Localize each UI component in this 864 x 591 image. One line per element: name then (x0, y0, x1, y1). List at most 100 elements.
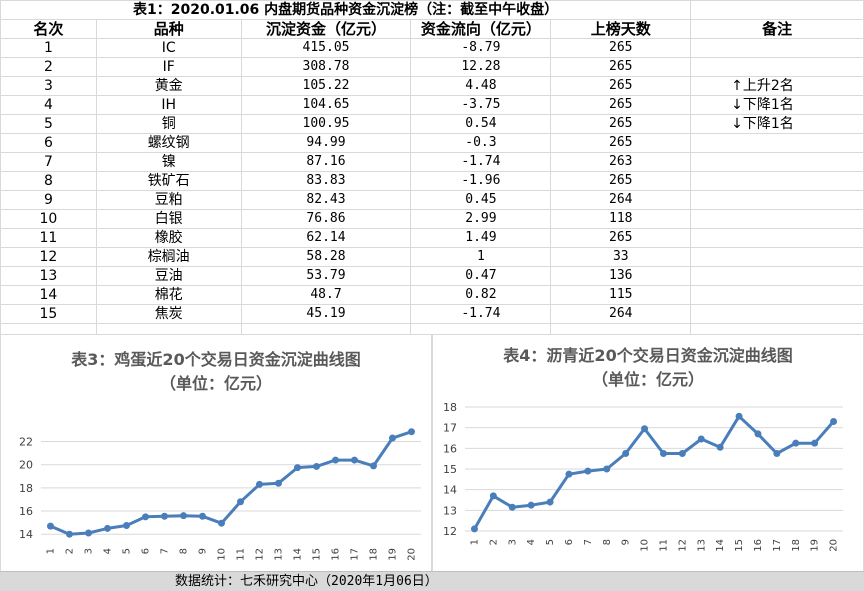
cell-rank: 1 (0, 38, 97, 58)
cell-note (690, 247, 864, 267)
x-tick-label: 1 (469, 539, 480, 545)
cell-name: 铁矿石 (95, 171, 242, 191)
x-tick-label: 15 (312, 548, 323, 561)
cell-note: ↑上升2名 (690, 76, 864, 96)
cell-rank: 4 (0, 95, 97, 115)
chart-subtitle: （单位：亿元） (592, 370, 704, 389)
cell-days: 33 (550, 247, 692, 267)
table-title: 表1：2020.01.06 内盘期货品种资金沉淀榜（注：截至中午收盘） (0, 0, 692, 20)
data-point (332, 456, 339, 464)
cell-days: 264 (550, 190, 692, 210)
x-tick-label: 18 (791, 539, 802, 552)
cell-note (690, 57, 864, 77)
data-point (66, 530, 73, 538)
cell-note: ↓下降1名 (690, 95, 864, 115)
x-tick-label: 6 (141, 548, 152, 554)
header-flow: 资金流向（亿元） (410, 19, 552, 39)
table-row: 11 橡胶 62.14 1.49 265 (0, 228, 864, 248)
cell-amount: 76.86 (240, 209, 412, 229)
cell-days: 263 (550, 152, 692, 172)
data-point (47, 522, 54, 530)
table-row: 6 螺纹钢 94.99 -0.3 265 (0, 133, 864, 153)
cell-rank: 14 (0, 285, 97, 305)
data-point (622, 450, 630, 457)
data-point (830, 417, 838, 425)
data-point (565, 470, 573, 478)
x-tick-label: 12 (677, 539, 688, 552)
x-tick-label: 11 (236, 548, 247, 561)
x-tick-label: 13 (274, 548, 285, 561)
cell-rank: 9 (0, 190, 97, 210)
data-point (275, 479, 282, 487)
header-amount: 沉淀资金（亿元） (240, 19, 412, 39)
x-tick-label: 5 (122, 548, 133, 554)
cell-name: IC (95, 38, 242, 58)
series-line (49, 430, 412, 536)
cell-days: 265 (550, 114, 692, 134)
cell-amount: 83.83 (240, 171, 412, 191)
data-point (389, 434, 396, 442)
cell-amount: 105.22 (240, 76, 412, 96)
y-tick-label: 18 (443, 401, 457, 414)
table-title-row: 表1：2020.01.06 内盘期货品种资金沉淀榜（注：截至中午收盘） (0, 0, 864, 20)
asphalt-capital-chart: 表4：沥青近20个交易日资金沉淀曲线图 （单位：亿元） 12 13 14 15 16 17 18… (432, 334, 864, 572)
y-tick-label: 15 (443, 463, 457, 476)
x-tick-label: 2 (65, 548, 76, 554)
cell-flow: 1 (410, 247, 552, 267)
cell-days: 265 (550, 38, 692, 58)
x-tick-label: 3 (507, 539, 518, 545)
x-tick-label: 4 (103, 548, 114, 554)
cell-amount: 58.28 (240, 247, 412, 267)
table-row: 3 黄金 105.22 4.48 265 ↑上升2名 (0, 76, 864, 96)
data-point (256, 480, 263, 488)
cell-flow: 0.82 (410, 285, 552, 305)
x-tick-label: 20 (407, 548, 418, 561)
cell-flow: -3.75 (410, 95, 552, 115)
x-tick-label: 17 (772, 539, 783, 552)
data-point (735, 412, 743, 420)
cell-amount: 104.65 (240, 95, 412, 115)
cell-amount: 82.43 (240, 190, 412, 210)
header-note: 备注 (690, 19, 864, 39)
cell-note (690, 228, 864, 248)
cell-name: 白银 (95, 209, 242, 229)
footer-source: 数据统计：七禾研究中心（2020年1月06日） (175, 574, 438, 589)
x-tick-label: 10 (640, 539, 651, 552)
cell-note (690, 266, 864, 286)
cell-flow: 2.99 (410, 209, 552, 229)
x-tick-label: 3 (84, 548, 95, 554)
header-days: 上榜天数 (550, 19, 692, 39)
cell-note (690, 133, 864, 153)
x-tick-label: 5 (545, 539, 556, 545)
y-tick-label: 20 (19, 459, 33, 472)
x-tick-label: 19 (388, 548, 399, 561)
x-tick-label: 12 (255, 548, 266, 561)
cell-note (690, 38, 864, 58)
cell-rank: 13 (0, 266, 97, 286)
data-point (180, 512, 187, 520)
x-tick-label: 15 (734, 539, 745, 552)
x-tick-label: 8 (179, 548, 190, 554)
table-row: 15 焦炭 45.19 -1.74 264 (0, 304, 864, 324)
data-point (104, 524, 111, 532)
data-point (697, 435, 705, 443)
cell-flow: 1.49 (410, 228, 552, 248)
cell-amount: 48.7 (240, 285, 412, 305)
data-point (237, 498, 244, 506)
y-tick-label: 14 (19, 528, 33, 541)
table-row: 9 豆粕 82.43 0.45 264 (0, 190, 864, 210)
cell-days: 264 (550, 304, 692, 324)
cell-name: IH (95, 95, 242, 115)
data-point (161, 512, 168, 520)
data-point (470, 525, 478, 533)
x-tick-label: 16 (331, 548, 342, 561)
data-point (199, 512, 206, 520)
header-rank: 名次 (0, 19, 97, 39)
x-tick-label: 14 (715, 539, 726, 552)
cell-amount: 87.16 (240, 152, 412, 172)
cell-amount: 45.19 (240, 304, 412, 324)
cell-amount: 94.99 (240, 133, 412, 153)
cell-rank: 7 (0, 152, 97, 172)
data-point (351, 456, 358, 464)
